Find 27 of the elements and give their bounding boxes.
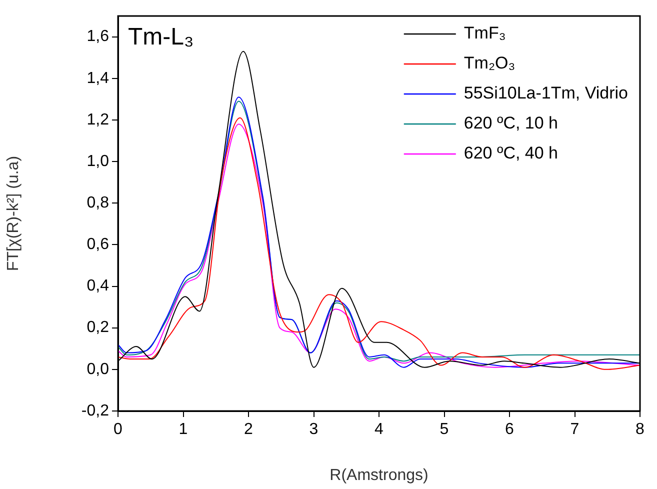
x-axis-title: R(Amstrongs) bbox=[330, 466, 428, 484]
x-tick-label: 2 bbox=[244, 421, 254, 438]
y-tick-label: -0,2 bbox=[81, 402, 110, 420]
x-tick-label: 5 bbox=[440, 421, 449, 438]
y-tick-label: 0,8 bbox=[86, 194, 110, 212]
x-tick-label: 4 bbox=[374, 421, 384, 438]
legend-label: Tm₂O₃ bbox=[464, 54, 516, 73]
x-tick-label: 1 bbox=[178, 421, 188, 438]
y-tick-label: 0,4 bbox=[86, 278, 110, 295]
legend-label: TmF₃ bbox=[464, 24, 506, 43]
x-tick-label: 0 bbox=[114, 421, 123, 438]
x-tick-label: 3 bbox=[309, 421, 318, 438]
x-tick-label: 6 bbox=[505, 421, 514, 438]
y-tick-label: 1,0 bbox=[86, 152, 110, 170]
y-tick-label: 1,4 bbox=[86, 70, 110, 87]
annotation: Tm-L₃ bbox=[128, 24, 194, 51]
y-tick-label: 1,2 bbox=[86, 111, 110, 128]
y-tick-label: 0,6 bbox=[86, 236, 110, 254]
y-tick-label: 0,2 bbox=[86, 319, 110, 336]
y-tick-label: 1,6 bbox=[86, 28, 110, 46]
legend-label: 620 ºC, 10 h bbox=[464, 114, 558, 133]
legend-label: 55Si10La-1Tm, Vidrio bbox=[464, 84, 628, 103]
legend-label: 620 ºC, 40 h bbox=[464, 144, 558, 163]
x-tick-label: 8 bbox=[636, 421, 645, 438]
y-tick-label: 0,0 bbox=[86, 360, 110, 378]
y-axis-title: FT[χ(R)-k²] (u.a) bbox=[5, 156, 22, 272]
x-tick-label: 7 bbox=[570, 421, 580, 438]
